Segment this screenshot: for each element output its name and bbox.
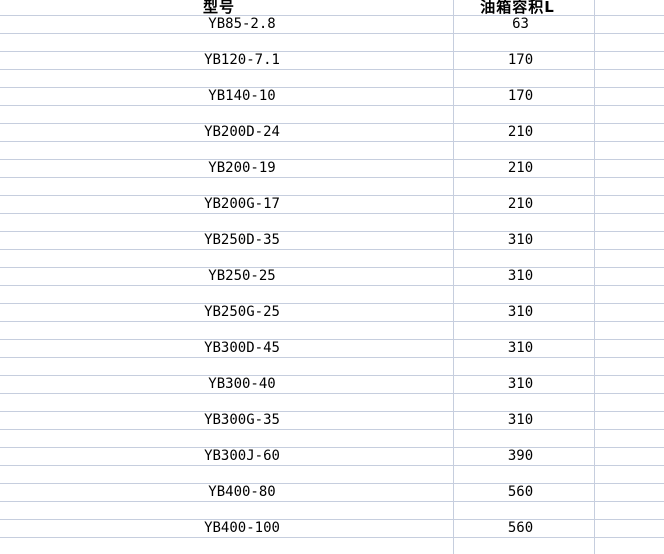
cell-model[interactable]: YB300-40	[208, 376, 276, 392]
column-header-model[interactable]: 型号	[202, 0, 235, 16]
cell-capacity[interactable]: 560	[507, 520, 534, 536]
cell-model[interactable]: YB250-25	[208, 268, 276, 284]
cell-model[interactable]: YB120-7.1	[204, 52, 280, 68]
table-row: YB250D-35 310	[0, 231, 664, 249]
cell-model[interactable]: YB250D-35	[204, 232, 280, 248]
table-row: YB250G-25 310	[0, 303, 664, 321]
cell-model[interactable]: YB250G-25	[204, 304, 280, 320]
cell-model[interactable]: YB200-19	[208, 160, 276, 176]
table-row: YB200G-17 210	[0, 195, 664, 213]
cell-capacity[interactable]: 560	[507, 484, 534, 500]
cell-capacity[interactable]: 310	[507, 304, 534, 320]
table-header-row: 型号 油箱容积L	[0, 0, 664, 15]
cell-model[interactable]: YB300G-35	[204, 412, 280, 428]
cell-model[interactable]: YB85-2.8	[208, 16, 276, 32]
table-row: YB200D-24 210	[0, 123, 664, 141]
table-row: YB140-10 170	[0, 87, 664, 105]
cell-capacity[interactable]: 210	[507, 196, 534, 212]
cell-model[interactable]: YB400-80	[208, 484, 276, 500]
cell-capacity[interactable]: 310	[507, 376, 534, 392]
cell-model[interactable]: YB400-100	[204, 520, 280, 536]
cell-model[interactable]: YB200D-24	[204, 124, 280, 140]
table-row: YB300G-35 310	[0, 411, 664, 429]
table-row: YB250-25 310	[0, 267, 664, 285]
column-header-capacity[interactable]: 油箱容积L	[480, 0, 555, 16]
cell-capacity[interactable]: 210	[507, 124, 534, 140]
column-divider-1	[453, 0, 454, 554]
column-divider-2	[594, 0, 595, 554]
table-row: YB300-40 310	[0, 375, 664, 393]
table-row: YB400-80 560	[0, 483, 664, 501]
cell-model[interactable]: YB300J-60	[204, 448, 280, 464]
cell-model[interactable]: YB140-10	[208, 88, 276, 104]
table-row: YB200-19 210	[0, 159, 664, 177]
table-row: YB300D-45 310	[0, 339, 664, 357]
cell-capacity[interactable]: 170	[507, 52, 534, 68]
cell-capacity[interactable]: 310	[507, 268, 534, 284]
cell-capacity[interactable]: 170	[507, 88, 534, 104]
cell-capacity[interactable]: 390	[507, 448, 534, 464]
table-row: YB120-7.1 170	[0, 51, 664, 69]
cell-model[interactable]: YB300D-45	[204, 340, 280, 356]
cell-model[interactable]: YB200G-17	[204, 196, 280, 212]
cell-capacity[interactable]: 310	[507, 340, 534, 356]
table-row: YB300J-60 390	[0, 447, 664, 465]
cell-capacity[interactable]: 210	[507, 160, 534, 176]
cell-capacity[interactable]: 310	[507, 412, 534, 428]
cell-capacity[interactable]: 63	[512, 16, 529, 32]
table-row: YB85-2.8 63	[0, 15, 664, 33]
cell-capacity[interactable]: 310	[507, 232, 534, 248]
table-row: YB400-100 560	[0, 519, 664, 537]
